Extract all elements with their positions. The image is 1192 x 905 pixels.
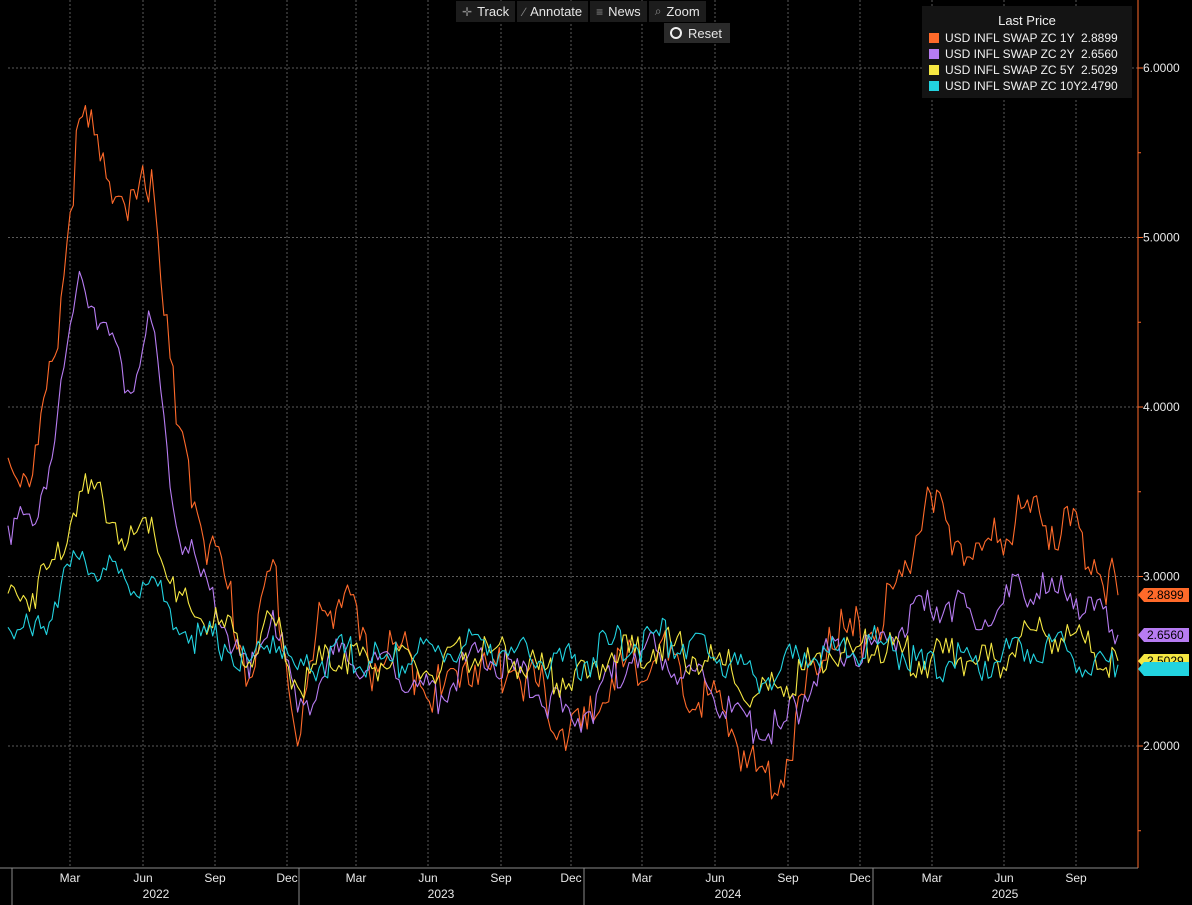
x-year-label: 2025 — [992, 887, 1019, 901]
x-month-label: Sep — [204, 871, 226, 885]
track-label: Track — [477, 4, 510, 19]
legend-swatch — [929, 65, 939, 75]
legend-item-value: 2.4790 — [1081, 79, 1118, 93]
legend: Last Price USD INFL SWAP ZC 1Y 2.8899 US… — [922, 6, 1132, 98]
y-tick-label: 6.0000 — [1143, 61, 1180, 75]
legend-item-name: USD INFL SWAP ZC 1Y — [945, 31, 1075, 45]
y-tick-label: 3.0000 — [1143, 570, 1180, 584]
y-tick-label: 4.0000 — [1143, 400, 1180, 414]
chart-toolbar: ✛ Track ∕ Annotate ≡ News ⌕ Zoom — [456, 1, 706, 22]
x-year-label: 2022 — [143, 887, 170, 901]
legend-swatch — [929, 81, 939, 91]
x-month-label: Jun — [418, 871, 437, 885]
x-month-label: Mar — [346, 871, 367, 885]
news-button[interactable]: ≡ News — [590, 1, 647, 22]
legend-item-value: 2.5029 — [1081, 63, 1118, 77]
legend-item-value: 2.8899 — [1081, 31, 1118, 45]
last-price-tag — [1138, 662, 1189, 676]
x-month-label: Sep — [1065, 871, 1087, 885]
radio-dot-icon — [672, 29, 680, 37]
x-month-label: Mar — [922, 871, 943, 885]
legend-item-name: USD INFL SWAP ZC 5Y — [945, 63, 1075, 77]
x-month-label: Sep — [777, 871, 799, 885]
last-price-tag: 2.8899 — [1138, 588, 1189, 602]
legend-swatch — [929, 49, 939, 59]
last-price-tag: 2.6560 — [1138, 628, 1189, 642]
x-year-label: 2023 — [428, 887, 455, 901]
y-tick-label: 2.0000 — [1143, 739, 1180, 753]
x-month-label: Jun — [994, 871, 1013, 885]
vertical-gridlines — [69, 0, 1077, 868]
x-month-label: Jun — [133, 871, 152, 885]
legend-item-value: 2.6560 — [1081, 47, 1118, 61]
reset-button[interactable]: Reset — [664, 23, 730, 43]
legend-item-10y: USD INFL SWAP ZC 10Y 2.4790 — [922, 78, 1132, 94]
horizontal-gridlines — [8, 67, 1138, 747]
pencil-icon: ∕ — [523, 4, 526, 19]
legend-item-name: USD INFL SWAP ZC 10Y — [945, 79, 1082, 93]
x-month-label: Dec — [276, 871, 297, 885]
x-month-label: Mar — [60, 871, 81, 885]
legend-item-name: USD INFL SWAP ZC 2Y — [945, 47, 1075, 61]
legend-swatch — [929, 33, 939, 43]
annotate-button[interactable]: ∕ Annotate — [517, 1, 589, 22]
zoom-label: Zoom — [666, 4, 700, 19]
legend-item-2y: USD INFL SWAP ZC 2Y 2.6560 — [922, 46, 1132, 62]
reset-label: Reset — [688, 25, 722, 41]
last-price-tag-label: 2.6560 — [1147, 628, 1184, 642]
last-price-tag-bg — [1138, 662, 1189, 676]
y-tick-label: 5.0000 — [1143, 231, 1180, 245]
magnifier-icon: ⌕ — [654, 4, 662, 18]
last-price-tag-label: 2.8899 — [1147, 588, 1184, 602]
legend-title: Last Price — [998, 13, 1056, 28]
news-icon: ≡ — [596, 4, 604, 19]
x-axis: Mar Jun Sep Dec Mar Jun Sep Dec Mar Jun Sep Dec Mar J… — [0, 867, 1138, 905]
last-price-tag-bg — [1138, 628, 1189, 642]
x-month-label: Sep — [490, 871, 512, 885]
series-line-2 — [7, 270, 1119, 745]
y-axis: 2.0000 3.0000 4.0000 5.0000 6.0000 — [1137, 0, 1180, 868]
series-line-4 — [7, 550, 1119, 694]
crosshair-icon: ✛ — [462, 4, 473, 19]
legend-item-5y: USD INFL SWAP ZC 5Y 2.5029 — [922, 62, 1132, 78]
track-button[interactable]: ✛ Track — [456, 1, 516, 22]
series-line-3 — [7, 473, 1119, 708]
x-month-label: Dec — [560, 871, 581, 885]
legend-item-1y: USD INFL SWAP ZC 1Y 2.8899 — [922, 30, 1132, 46]
x-month-label: Dec — [849, 871, 870, 885]
news-label: News — [608, 4, 641, 19]
x-year-label: 2024 — [715, 887, 742, 901]
series-line-1 — [7, 104, 1119, 800]
last-price-tag-bg — [1138, 588, 1189, 602]
x-month-label: Jun — [705, 871, 724, 885]
x-month-label: Mar — [632, 871, 653, 885]
zoom-button[interactable]: ⌕ Zoom — [648, 1, 706, 22]
series-lines — [7, 104, 1119, 800]
annotate-label: Annotate — [530, 4, 583, 19]
